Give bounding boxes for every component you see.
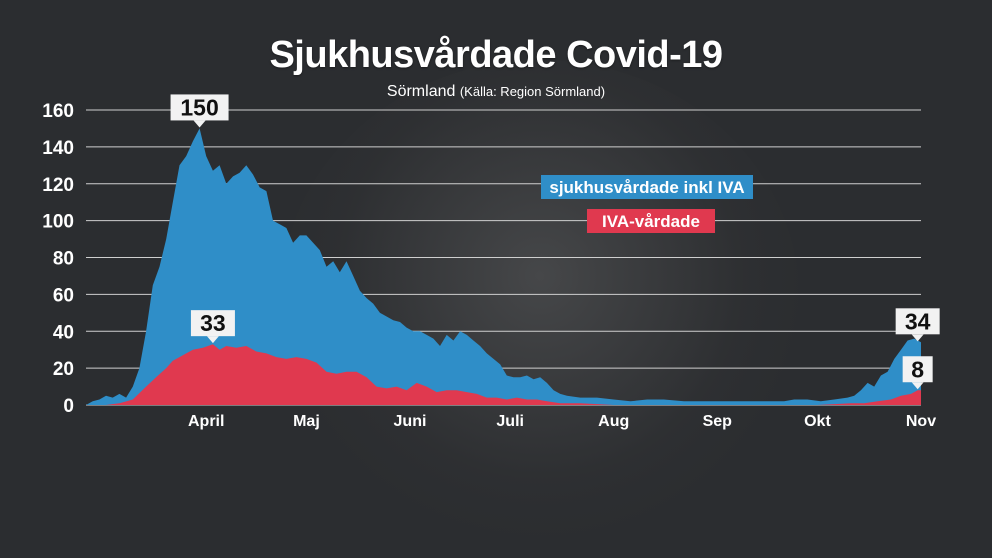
y-tick-label: 20 xyxy=(53,359,74,380)
x-tick-label: Aug xyxy=(598,413,629,430)
value-callouts: 150 33 34 8 xyxy=(170,94,940,390)
x-axis-month-labels: April Maj Juni Juli Aug Sep Okt Nov xyxy=(188,413,936,430)
callout-34: 34 xyxy=(895,308,940,342)
legend-item-hospital: sjukhusvårdade inkl IVA xyxy=(541,175,753,199)
callout-box xyxy=(902,356,933,383)
x-tick-label: Sep xyxy=(703,413,733,430)
callout-box xyxy=(895,308,940,335)
callout-pointer xyxy=(911,334,924,342)
callout-150: 150 xyxy=(170,94,229,128)
legend-label: IVA-vårdade xyxy=(602,212,700,231)
subtitle-region: Sörmland xyxy=(386,83,456,100)
x-tick-label: Maj xyxy=(293,413,320,430)
y-tick-label: 80 xyxy=(53,249,74,270)
legend-swatch xyxy=(541,175,753,199)
callout-33: 33 xyxy=(190,310,235,344)
callout-box xyxy=(190,310,235,337)
chart-subtitle: Sörmland (Källa: Region Sörmland) xyxy=(0,83,992,101)
legend-item-icu: IVA-vårdade xyxy=(587,209,715,233)
callout-pointer xyxy=(911,382,924,390)
x-tick-label: Juli xyxy=(496,413,524,430)
y-tick-label: 160 xyxy=(42,101,74,122)
legend: sjukhusvårdade inkl IVA IVA-vårdade xyxy=(541,175,753,233)
data-label: 8 xyxy=(911,356,924,382)
callout-pointer xyxy=(206,336,219,344)
callout-8: 8 xyxy=(902,356,933,390)
chart-title: Sjukhusvårdade Covid-19 xyxy=(269,34,723,76)
y-tick-label: 0 xyxy=(63,396,74,417)
y-axis-tick-labels: 0 20 40 60 80 100 120 140 160 xyxy=(42,101,74,417)
callout-pointer xyxy=(193,120,206,128)
series-area-icu xyxy=(86,344,921,405)
y-tick-label: 60 xyxy=(53,285,74,306)
series-areas xyxy=(86,128,921,405)
y-tick-label: 100 xyxy=(42,212,74,233)
x-tick-label: Juni xyxy=(394,413,427,430)
callout-box xyxy=(170,94,229,121)
subtitle-source: (Källa: Region Sörmland) xyxy=(459,84,606,99)
series-area-hospital xyxy=(86,128,921,405)
y-tick-label: 120 xyxy=(42,175,74,196)
x-tick-label: April xyxy=(188,413,224,430)
x-tick-label: Nov xyxy=(906,413,936,430)
legend-label: sjukhusvårdade inkl IVA xyxy=(549,178,744,197)
data-label: 33 xyxy=(200,310,226,336)
y-tick-label: 140 xyxy=(42,138,74,159)
data-label: 34 xyxy=(905,308,931,334)
data-label: 150 xyxy=(180,94,218,120)
legend-swatch xyxy=(587,209,715,233)
x-tick-label: Okt xyxy=(804,413,831,430)
y-tick-label: 40 xyxy=(53,322,74,343)
